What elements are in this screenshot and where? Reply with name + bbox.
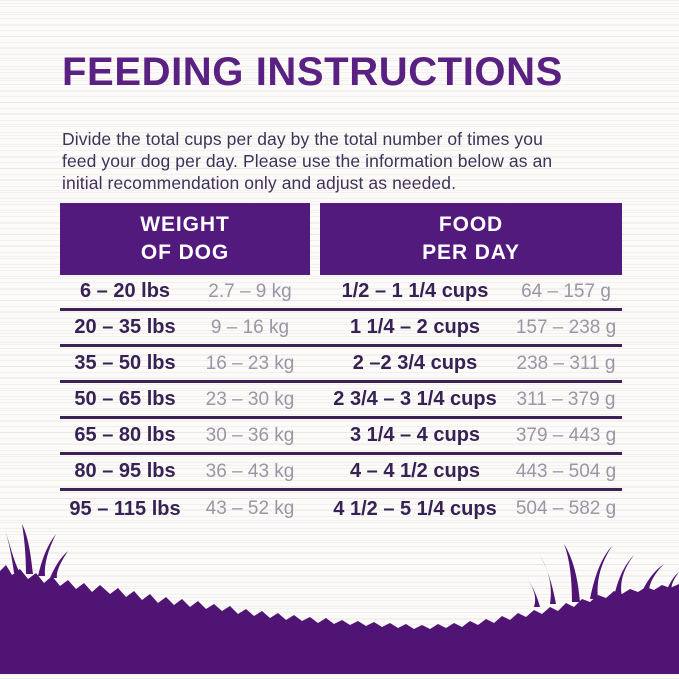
column-header-line: PER DAY (422, 241, 520, 264)
table-row: 50 – 65 lbs 23 – 30 kg 2 3/4 – 3 1/4 cup… (60, 383, 622, 419)
table-header-row: WEIGHT OF DOG FOOD PER DAY (60, 203, 622, 275)
column-header-line: FOOD (438, 213, 504, 237)
grass-blade (50, 551, 68, 578)
grass-blade (539, 554, 556, 604)
grass-blade (590, 546, 612, 599)
grass-blade (22, 524, 33, 574)
intro-line-3: initial recommendation only and adjust a… (62, 173, 457, 193)
column-header-weight-of-dog: WEIGHT OF DOG (60, 203, 310, 275)
grass-blade (564, 544, 580, 602)
table-row: 65 – 80 lbs 30 – 36 kg 3 1/4 – 4 cups 37… (60, 419, 622, 455)
grass-silhouette (0, 524, 679, 674)
food-grams-cell: 379 – 443 g (515, 424, 617, 446)
food-cups-cell: 2 –2 3/4 cups (352, 352, 478, 374)
intro-line-2: feed your dog per day. Please use the in… (62, 151, 553, 171)
weight-lbs-cell: 6 – 20 lbs (79, 280, 171, 302)
weight-kg-cell: 23 – 30 kg (205, 388, 295, 410)
column-header-line: OF DOG (140, 241, 230, 264)
grass-blade (528, 580, 540, 607)
grass-blade (641, 564, 664, 594)
weight-kg-cell: 30 – 36 kg (205, 424, 295, 446)
weight-lbs-cell: 50 – 65 lbs (74, 388, 176, 410)
grass-blade (5, 530, 20, 573)
food-grams-cell: 311 – 379 g (516, 388, 616, 410)
food-grams-cell: 443 – 504 g (515, 460, 617, 482)
weight-kg-cell: 16 – 23 kg (205, 352, 295, 374)
food-grams-cell: 64 – 157 g (521, 280, 611, 302)
intro-line-1: Divide the total cups per day by the tot… (62, 129, 543, 149)
food-grams-cell: 504 – 582 g (515, 498, 617, 519)
grass-blade (666, 572, 679, 592)
table-row: 80 – 95 lbs 36 – 43 kg 4 – 4 1/2 cups 44… (60, 455, 622, 491)
weight-lbs-cell: 80 – 95 lbs (74, 460, 176, 482)
weight-lbs-cell: 65 – 80 lbs (74, 424, 176, 446)
weight-kg-cell: 43 – 52 kg (205, 498, 295, 519)
weight-kg-cell: 36 – 43 kg (205, 460, 295, 482)
page-title: FEEDING INSTRUCTIONS (62, 50, 563, 94)
food-cups-cell: 3 1/4 – 4 cups (349, 424, 481, 446)
food-cups-cell: 4 1/2 – 5 1/4 cups (333, 497, 497, 520)
intro-text: Divide the total cups per day by the tot… (62, 128, 552, 194)
weight-lbs-cell: 35 – 50 lbs (74, 352, 176, 374)
column-header-food-per-day: FOOD PER DAY (320, 203, 622, 275)
weight-lbs-cell: 20 – 35 lbs (74, 316, 176, 338)
food-cups-cell: 1 1/4 – 2 cups (349, 316, 481, 338)
grass-mound (0, 565, 679, 674)
weight-kg-cell: 2.7 – 9 kg (208, 280, 292, 302)
food-cups-cell: 1/2 – 1 1/4 cups (341, 280, 489, 302)
table-row: 20 – 35 lbs 9 – 16 kg 1 1/4 – 2 cups 157… (60, 311, 622, 347)
food-grams-cell: 157 – 238 g (515, 316, 617, 338)
column-header-line: WEIGHT (140, 213, 230, 237)
food-cups-cell: 4 – 4 1/2 cups (349, 460, 481, 482)
weight-kg-cell: 9 – 16 kg (210, 316, 290, 338)
grass-blade (614, 555, 634, 597)
food-cups-cell: 2 3/4 – 3 1/4 cups (333, 388, 497, 410)
feeding-table: WEIGHT OF DOG FOOD PER DAY 6 – 20 lbs 2.… (60, 203, 622, 527)
grass-blade (38, 534, 56, 576)
table-row: 95 – 115 lbs 43 – 52 kg 4 1/2 – 5 1/4 cu… (60, 491, 622, 527)
table-row: 6 – 20 lbs 2.7 – 9 kg 1/2 – 1 1/4 cups 6… (60, 275, 622, 311)
weight-lbs-cell: 95 – 115 lbs (69, 497, 181, 520)
table-row: 35 – 50 lbs 16 – 23 kg 2 –2 3/4 cups 238… (60, 347, 622, 383)
food-grams-cell: 238 – 311 g (516, 352, 616, 374)
